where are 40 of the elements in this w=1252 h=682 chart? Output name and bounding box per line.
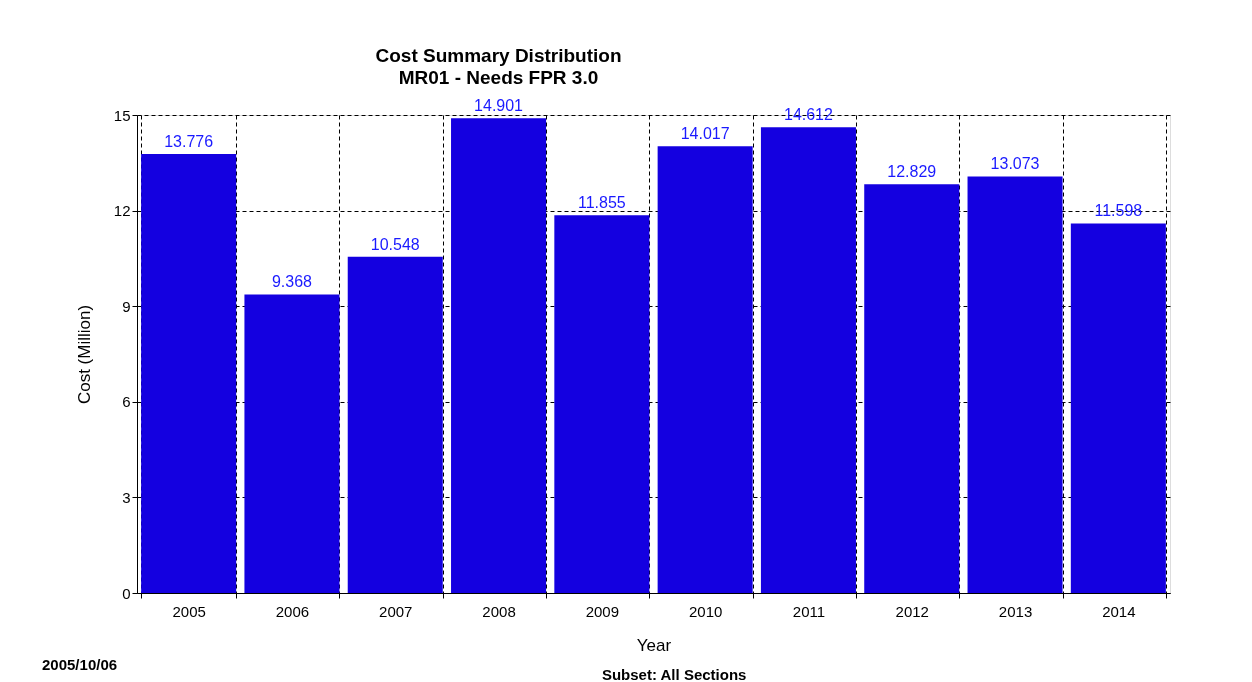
bar xyxy=(451,118,547,593)
bar xyxy=(760,127,856,593)
chart-title: Cost Summary Distribution xyxy=(375,45,622,67)
x-tick-label: 2013 xyxy=(998,602,1033,620)
data-label: 12.829 xyxy=(887,163,937,181)
data-label: 14.901 xyxy=(474,97,524,115)
y-axis-title: Cost (Million) xyxy=(74,304,94,405)
y-tick-label: 0 xyxy=(122,584,131,602)
data-label: 13.073 xyxy=(990,155,1040,173)
data-label: 14.017 xyxy=(680,125,730,143)
data-label: 10.548 xyxy=(370,235,420,253)
bar xyxy=(864,184,960,593)
x-tick-label: 2005 xyxy=(172,602,206,620)
x-tick-label: 2011 xyxy=(792,602,826,620)
x-tick-label: 2009 xyxy=(585,602,620,620)
y-tick-label: 3 xyxy=(122,488,131,506)
x-tick-label: 2014 xyxy=(1102,602,1136,620)
x-tick-label: 2008 xyxy=(482,602,516,620)
x-tick-label: 2007 xyxy=(379,602,413,620)
bar xyxy=(1070,223,1166,593)
text: Subset: All Sections xyxy=(601,666,747,682)
bar xyxy=(141,154,237,593)
x-tick-label: 2010 xyxy=(688,602,723,620)
bar xyxy=(967,176,1063,593)
y-tick-label: 15 xyxy=(113,106,131,124)
bar xyxy=(657,146,753,593)
data-label: 13.776 xyxy=(164,133,214,150)
x-tick-label: 2012 xyxy=(895,602,929,620)
x-axis-title: Year xyxy=(636,635,672,655)
x-tick-label: 2006 xyxy=(275,602,310,620)
y-tick-label: 12 xyxy=(113,202,131,220)
y-tick-label: 9 xyxy=(122,297,131,315)
data-label: 9.368 xyxy=(271,273,313,291)
bar xyxy=(347,256,443,593)
y-tick-label: 6 xyxy=(122,393,131,411)
chart-subtitle: MR01 - Needs FPR 3.0 xyxy=(398,67,599,89)
bar xyxy=(244,294,340,593)
bar xyxy=(554,215,650,593)
text: 2005/10/06 xyxy=(42,656,118,673)
data-label: 11.855 xyxy=(577,194,626,212)
